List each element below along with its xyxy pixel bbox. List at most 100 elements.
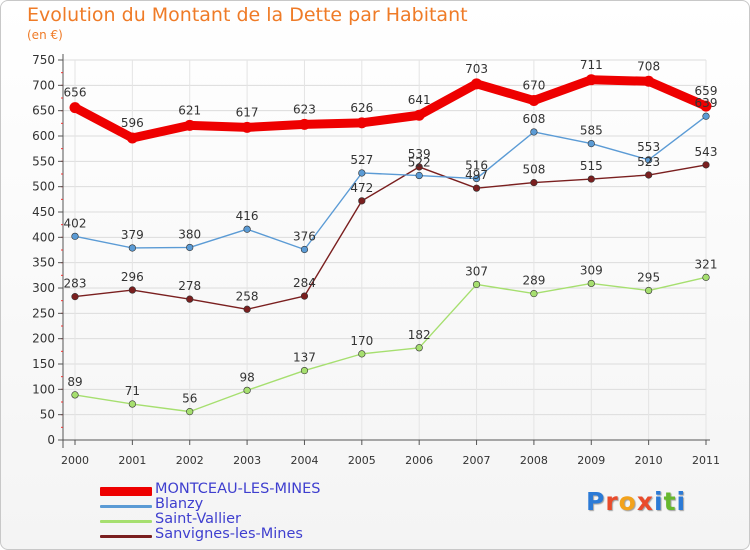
data-point	[356, 117, 368, 129]
x-tick-label: 2000	[61, 454, 89, 467]
legend-swatch	[100, 520, 152, 523]
data-point	[358, 350, 366, 358]
y-tick-label: 250	[32, 306, 55, 320]
data-label: 656	[64, 86, 87, 100]
data-label: 376	[293, 229, 316, 243]
y-tick-label: 700	[32, 78, 55, 92]
data-point	[243, 305, 251, 313]
data-label: 295	[637, 271, 660, 285]
data-point	[69, 102, 81, 114]
y-tick-label: 400	[32, 230, 55, 244]
logo-letter: o	[618, 487, 637, 516]
data-label: 516	[465, 159, 488, 173]
series-line-montceau-les-mines	[70, 75, 711, 143]
data-point	[471, 78, 483, 90]
data-label: 497	[465, 168, 488, 182]
data-point	[530, 289, 538, 298]
data-point	[645, 156, 653, 164]
data-label: 170	[350, 334, 373, 348]
legend-label: Sanvignes-les-Mines	[155, 526, 303, 542]
chart-subtitle: (en €)	[27, 28, 63, 42]
data-label: 623	[293, 102, 316, 116]
data-point	[472, 184, 481, 192]
data-label: 621	[178, 103, 201, 117]
chart-title: Evolution du Montant de la Dette par Hab…	[27, 4, 468, 26]
logo-letter: r	[605, 487, 619, 516]
data-label: 617	[236, 105, 259, 119]
data-point	[472, 280, 481, 289]
data-point	[71, 232, 79, 240]
logo-letter: i	[676, 487, 687, 516]
data-point	[587, 279, 595, 288]
data-label: 670	[522, 79, 545, 93]
data-point	[243, 386, 251, 394]
data-point	[587, 140, 595, 148]
data-label: 515	[580, 159, 603, 173]
logo-letter: x	[636, 487, 654, 516]
data-point	[186, 295, 194, 303]
x-tick-label: 2007	[463, 454, 491, 467]
y-tick-label: 150	[32, 357, 55, 371]
y-tick-label: 350	[32, 256, 55, 270]
data-point	[415, 344, 423, 352]
data-point	[300, 366, 309, 375]
data-label: 508	[522, 163, 545, 177]
legend-swatch	[100, 535, 152, 538]
x-tick-label: 2008	[520, 454, 548, 467]
data-label: 283	[64, 277, 87, 291]
data-point	[702, 112, 710, 120]
legend-swatch	[100, 505, 152, 508]
y-tick-label: 550	[32, 154, 55, 168]
data-label: 289	[522, 274, 545, 288]
data-label: 296	[121, 270, 144, 284]
x-tick-label: 2004	[290, 454, 318, 467]
data-label: 321	[695, 257, 718, 271]
x-tick-label: 2009	[577, 454, 605, 467]
data-point	[71, 293, 79, 301]
y-tick-label: 650	[32, 104, 55, 118]
data-point	[358, 197, 366, 205]
data-label: 98	[239, 370, 254, 384]
data-label: 379	[121, 228, 144, 242]
data-point	[241, 121, 253, 133]
data-point	[528, 95, 540, 107]
data-label: 522	[408, 156, 431, 170]
data-point	[530, 128, 538, 136]
legend-label: MONTCEAU-LES-MINES	[155, 481, 321, 497]
data-label: 585	[580, 124, 603, 138]
x-tick-label: 2005	[348, 454, 376, 467]
data-point	[186, 243, 194, 252]
data-label: 284	[293, 276, 316, 290]
data-label: 258	[236, 289, 259, 303]
legend-swatch	[100, 487, 152, 496]
data-label: 596	[121, 116, 144, 130]
data-label: 182	[408, 328, 431, 342]
data-label: 416	[236, 209, 259, 223]
data-point	[645, 171, 653, 179]
data-point	[126, 132, 138, 144]
data-label: 543	[695, 145, 718, 159]
data-label: 608	[522, 112, 545, 126]
y-tick-label: 300	[32, 281, 55, 295]
data-label: 711	[580, 58, 603, 72]
x-tick-label: 2001	[118, 454, 146, 467]
data-label: 703	[465, 62, 488, 76]
data-point	[702, 273, 710, 281]
y-tick-label: 100	[32, 382, 55, 396]
data-label: 56	[182, 392, 197, 406]
data-point	[186, 408, 194, 416]
data-label: 523	[637, 155, 660, 169]
logo-letter: i	[654, 487, 664, 516]
logo-letter: P	[586, 487, 606, 516]
data-point	[702, 161, 710, 169]
data-label: 89	[67, 375, 82, 389]
data-label: 527	[350, 153, 373, 167]
data-point	[128, 244, 136, 252]
legend-label: Saint-Vallier	[155, 511, 242, 527]
data-point	[300, 245, 309, 254]
y-tick-label: 450	[32, 205, 55, 219]
x-tick-label: 2006	[405, 454, 433, 467]
y-tick-label: 50	[40, 408, 55, 422]
series-line-sanvignes-les-mines	[74, 164, 707, 310]
